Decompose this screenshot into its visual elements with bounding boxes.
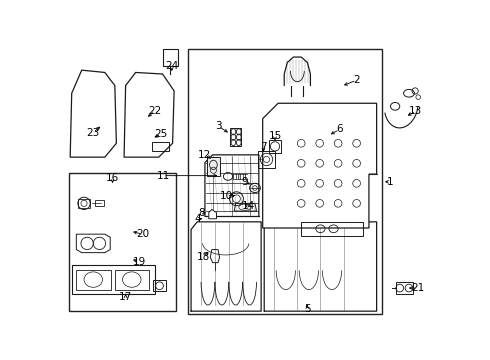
Bar: [76, 270, 111, 289]
Text: 10: 10: [220, 191, 233, 201]
Bar: [163, 49, 178, 66]
Polygon shape: [263, 103, 377, 228]
Bar: [115, 270, 149, 289]
Text: 19: 19: [133, 257, 146, 267]
Bar: [230, 128, 241, 147]
Text: 25: 25: [154, 129, 168, 139]
Bar: [188, 49, 382, 314]
Bar: [72, 265, 155, 294]
Text: 11: 11: [157, 171, 170, 181]
Text: 1: 1: [387, 177, 394, 187]
Text: 7: 7: [260, 142, 267, 152]
Text: 3: 3: [216, 121, 222, 131]
Text: 16: 16: [106, 173, 119, 183]
Text: 8: 8: [198, 208, 204, 217]
Polygon shape: [209, 210, 217, 219]
Polygon shape: [70, 70, 117, 157]
Bar: [258, 151, 275, 168]
Text: 18: 18: [197, 252, 210, 262]
Bar: [69, 172, 176, 311]
Bar: [152, 142, 169, 151]
Polygon shape: [76, 234, 110, 253]
Text: 2: 2: [353, 75, 360, 85]
Text: 22: 22: [148, 106, 162, 116]
Text: 12: 12: [198, 150, 212, 160]
Text: 23: 23: [87, 127, 100, 138]
Bar: [301, 222, 363, 236]
Text: 6: 6: [336, 125, 343, 134]
Bar: [269, 140, 281, 153]
Text: 15: 15: [269, 131, 282, 141]
Bar: [153, 280, 166, 291]
Text: 4: 4: [195, 214, 201, 224]
Text: 21: 21: [411, 283, 424, 293]
Text: 14: 14: [242, 202, 255, 211]
Bar: [207, 157, 220, 176]
Text: 20: 20: [136, 229, 149, 239]
Text: 9: 9: [242, 177, 248, 187]
Bar: [78, 199, 90, 208]
Text: 24: 24: [165, 61, 178, 71]
Bar: [95, 199, 104, 206]
Text: 5: 5: [304, 304, 311, 314]
Bar: [396, 282, 413, 294]
Text: 13: 13: [409, 106, 422, 116]
Polygon shape: [124, 72, 174, 157]
Text: 17: 17: [119, 292, 132, 302]
